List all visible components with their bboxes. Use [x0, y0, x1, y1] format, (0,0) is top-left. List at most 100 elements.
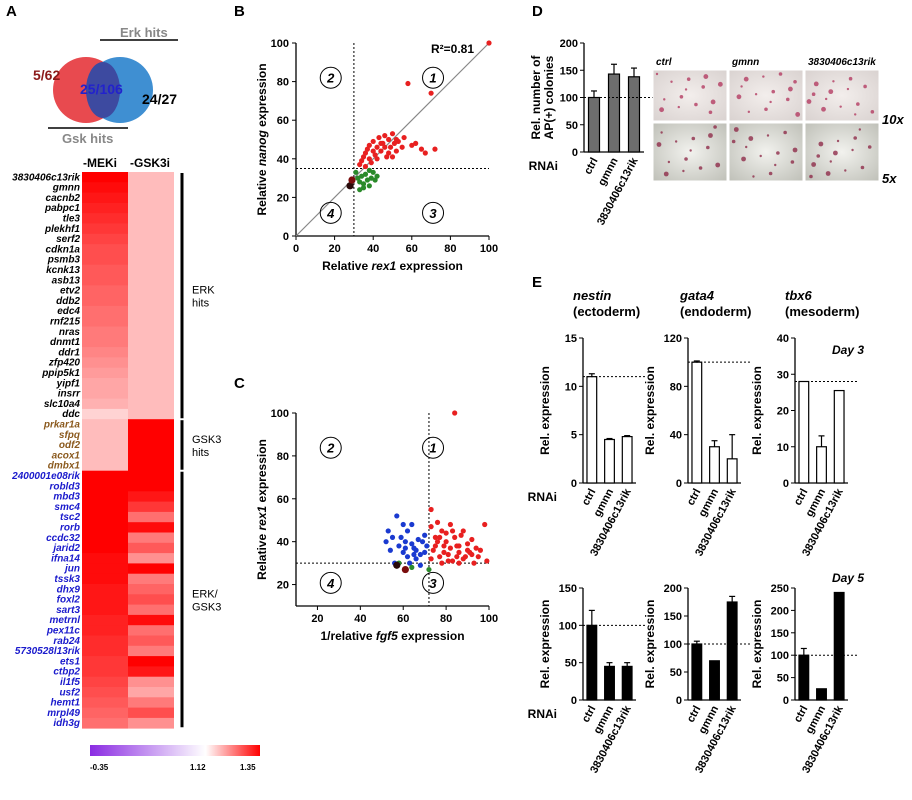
- data-point: [359, 173, 365, 179]
- heatmap-gene-label: tle3: [63, 214, 81, 225]
- data-point: [366, 156, 372, 162]
- data-point: [413, 140, 419, 146]
- stained-colony: [792, 147, 798, 153]
- stained-colony: [774, 163, 777, 167]
- heatmap-cell-meki: [82, 666, 128, 678]
- x-tick-label: 60: [406, 243, 418, 255]
- heatmap-cell-meki: [82, 635, 128, 647]
- heatmap-cell-meki: [82, 687, 128, 698]
- data-point: [407, 560, 413, 566]
- data-point: [372, 152, 378, 158]
- bar: [627, 76, 641, 153]
- data-point: [471, 560, 477, 566]
- data-point: [368, 175, 374, 181]
- rnai-label: RNAi: [529, 159, 558, 173]
- venn-overlap-fill: [86, 62, 120, 118]
- y-tick-label: 100: [560, 93, 578, 105]
- heatmap-cell-gsk3i: [128, 295, 174, 307]
- x-axis-label: 1/relative fgf5 expression: [320, 629, 464, 643]
- venn-erk-label: Erk hits: [120, 25, 168, 40]
- micrograph-col-rik: 3830406c13rik: [808, 57, 876, 68]
- bar: [816, 688, 827, 701]
- stained-colony: [736, 94, 742, 100]
- y-tick-label: 40: [277, 154, 289, 166]
- data-point: [357, 161, 363, 168]
- colorbar-min: -0.35: [90, 763, 109, 772]
- bar: [833, 591, 845, 701]
- heatmap-gene-label: ifna14: [51, 553, 80, 564]
- quadrant-marker: [319, 571, 342, 594]
- heatmap-cell-gsk3i: [128, 717, 174, 729]
- y-tick-label: 100: [271, 38, 289, 50]
- stained-colony: [667, 160, 671, 164]
- data-point: [437, 554, 443, 560]
- venn-overlap-count: 25/106: [80, 81, 123, 97]
- data-point: [445, 551, 451, 558]
- data-point: [374, 156, 380, 162]
- heatmap-gene-label: 2400001e08rik: [11, 471, 80, 482]
- bar: [621, 436, 633, 484]
- stained-colony: [701, 85, 705, 89]
- quadrant-label: 1: [429, 71, 436, 86]
- data-point: [447, 545, 453, 551]
- panel-label-d: D: [532, 3, 543, 20]
- data-point: [360, 181, 367, 187]
- data-point: [413, 547, 419, 553]
- heatmap-cell-gsk3i: [128, 347, 174, 358]
- data-point: [364, 146, 371, 152]
- y-tick-label: 100: [559, 620, 577, 632]
- data-point: [434, 539, 441, 545]
- heatmap-gene-label: ddc: [62, 409, 80, 420]
- y-tick-label: 0: [283, 231, 289, 243]
- heatmap-gene-label: serf2: [56, 234, 80, 245]
- stained-colony: [752, 175, 755, 178]
- scatter-b: 0 20 40 60 80 100 0 20 40 60 80 100 1 2 3 4 R²=0.81 Relat…: [255, 38, 498, 273]
- quadrant-marker: [422, 436, 445, 459]
- x-tick-label: 80: [444, 243, 456, 255]
- data-point: [443, 539, 449, 545]
- stained-colony: [747, 110, 751, 114]
- stained-colony: [698, 166, 703, 170]
- bar: [607, 73, 621, 153]
- stained-colony: [679, 94, 684, 99]
- y-axis-label: Rel. expression: [750, 600, 764, 689]
- heatmap-group-label: hits: [192, 298, 210, 310]
- stained-colony: [778, 72, 783, 76]
- heatmap-gene-label: ddr1: [58, 347, 80, 358]
- bar: [709, 446, 720, 484]
- stained-colony: [684, 88, 688, 91]
- y-tick-label: 150: [771, 628, 789, 640]
- heatmap-cell-gsk3i: [128, 584, 174, 595]
- heatmap-gene-label: plekhf1: [44, 224, 80, 235]
- bar: [798, 654, 810, 701]
- micrograph-tile: [728, 69, 804, 122]
- stained-colony: [706, 145, 710, 150]
- heatmap-cell-gsk3i: [128, 614, 174, 626]
- heatmap-colorbar: -0.35 1.12 1.35: [90, 745, 260, 772]
- stained-colony: [825, 171, 831, 176]
- data-point: [432, 146, 438, 152]
- heatmap-gene-label: etv2: [60, 286, 80, 297]
- heatmap-cell-gsk3i: [128, 687, 174, 698]
- data-point: [389, 131, 396, 137]
- stained-colony: [764, 107, 768, 112]
- y-axis-label: AP(+) colonies: [542, 55, 556, 139]
- heatmap-gene-label: prkar1a: [43, 420, 81, 431]
- heatmap-gene-label: acox1: [52, 450, 81, 461]
- heatmap-cell-meki: [82, 697, 128, 708]
- heatmap-gene-label: nras: [59, 327, 81, 338]
- heatmap-cell-gsk3i: [128, 244, 174, 255]
- stained-colony: [856, 102, 860, 106]
- stained-colony: [844, 169, 847, 172]
- data-point: [460, 528, 466, 534]
- bar: [586, 376, 598, 484]
- heatmap-gene-label: smc4: [54, 502, 80, 513]
- quadrant-label: 2: [326, 441, 335, 456]
- y-tick-label: 20: [277, 580, 289, 592]
- y-tick-label: 150: [559, 583, 577, 595]
- micrograph-tile: [728, 122, 804, 182]
- data-point: [378, 140, 384, 146]
- stained-colony: [715, 162, 721, 168]
- y-tick-label: 40: [777, 333, 789, 345]
- stained-colony: [741, 156, 746, 162]
